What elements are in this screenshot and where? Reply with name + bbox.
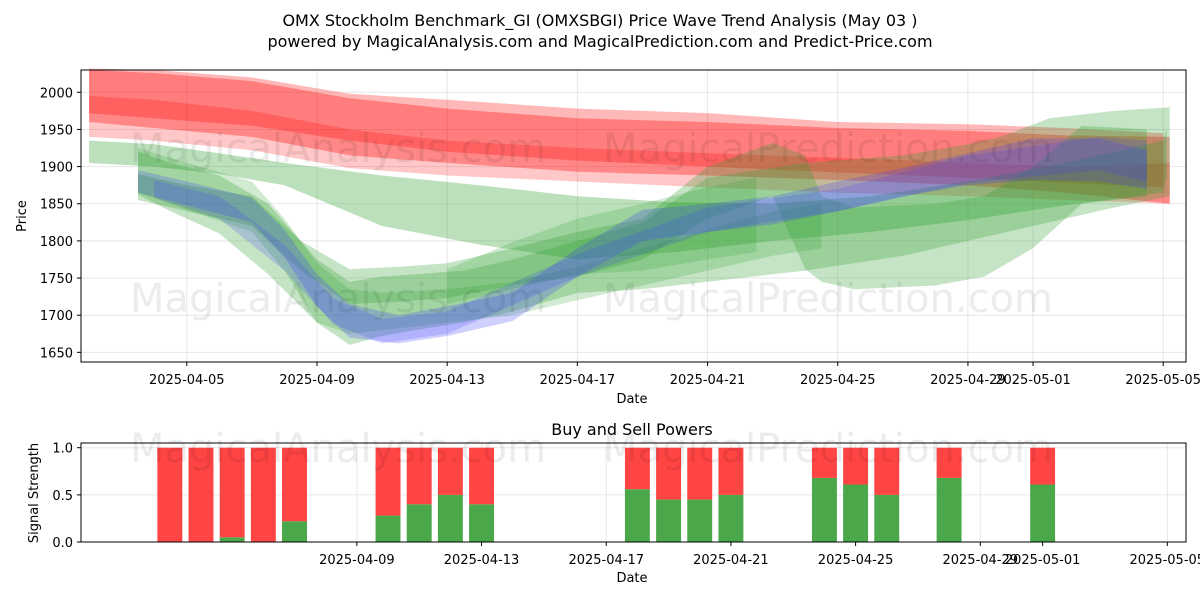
price-plot-area (81, 70, 1186, 362)
sell-power-bar (219, 447, 245, 538)
sell-power-bar (469, 447, 495, 505)
red-wave-band-0 (89, 68, 1164, 188)
powers-x-tick-label: 2025-05-01 (1005, 553, 1081, 568)
buy-power-bar (282, 521, 307, 542)
buy-sell-power-chart: Buy and Sell Powers MagicalAnalysis.com … (27, 420, 1200, 586)
price-y-tick-label: 1650 (40, 346, 73, 361)
price-y-tick-label: 1950 (40, 123, 73, 138)
sell-power-bar (718, 447, 744, 495)
powers-plot-frame (80, 442, 1187, 543)
buy-power-bar (375, 515, 401, 542)
watermark-right-bottom: MagicalPrediction.com (603, 276, 1053, 322)
powers-y-tick-label: 0.5 (52, 489, 73, 504)
green-wave-band-3 (89, 129, 1167, 260)
price-plot-frame (80, 69, 1187, 363)
buy-power-bar (718, 494, 744, 542)
price-y-tick-label: 2000 (40, 86, 73, 101)
price-x-tick-label: 2025-04-13 (409, 373, 485, 388)
watermark-right-powers: MagicalPrediction.com (603, 426, 1053, 472)
buy-power-bar (469, 504, 495, 542)
price-x-tick-label: 2025-04-05 (149, 373, 225, 388)
buy-power-bar (687, 499, 713, 542)
powers-x-axis: 2025-04-09 2025-04-13 2025-04-17 2025-04-21… (319, 542, 1200, 568)
powers-x-tick-label: 2025-04-29 (942, 553, 1018, 568)
sell-power-bar (375, 447, 401, 516)
price-x-tick-label: 2025-04-21 (670, 373, 746, 388)
buy-power-bar (406, 504, 432, 542)
green-wave-band-7 (447, 177, 757, 304)
price-x-tick-label: 2025-05-05 (1125, 373, 1200, 388)
watermark-right-top: MagicalPrediction.com (603, 126, 1053, 172)
price-x-tick-label: 2025-04-09 (279, 373, 355, 388)
green-wave-band-6 (138, 148, 822, 334)
powers-x-tick-label: 2025-05-05 (1130, 553, 1200, 568)
powers-title: Buy and Sell Powers (551, 420, 713, 439)
price-x-axis: 2025-04-05 2025-04-09 2025-04-13 2025-04-17… (149, 362, 1200, 388)
buy-power-bar (437, 494, 463, 542)
price-x-tick-label: 2025-04-29 (930, 373, 1006, 388)
price-grid (81, 70, 1186, 362)
sell-power-bar (656, 447, 682, 500)
powers-x-tick-label: 2025-04-09 (319, 553, 395, 568)
powers-y-label: Signal Strength (27, 443, 42, 543)
powers-x-tick-label: 2025-04-13 (444, 553, 520, 568)
powers-bars (157, 447, 1056, 542)
buy-power-bar (656, 499, 682, 542)
buy-power-bar (811, 477, 837, 542)
price-y-label: Price (15, 200, 30, 232)
sell-power-bar (811, 447, 837, 478)
blue-wave-band-9 (154, 136, 1147, 344)
watermark-left-powers: MagicalAnalysis.com (130, 426, 546, 472)
red-wave-band-2 (89, 96, 1170, 204)
blue-wave-band-8 (138, 138, 1147, 344)
powers-y-tick-label: 0.0 (52, 536, 73, 551)
sell-power-bar (282, 447, 307, 522)
watermark-left-top: MagicalAnalysis.com (130, 126, 546, 172)
watermark-left-bottom: MagicalAnalysis.com (130, 276, 546, 322)
sell-power-bar (250, 447, 276, 542)
powers-y-axis: 0.0 0.5 1.0 (52, 442, 81, 551)
buy-power-bar (624, 489, 650, 542)
buy-power-bar (936, 477, 962, 542)
sell-power-bar (437, 447, 463, 495)
chart-subtitle: powered by MagicalAnalysis.com and Magic… (267, 32, 932, 51)
price-y-tick-label: 1800 (40, 235, 73, 250)
powers-y-tick-label: 1.0 (52, 442, 73, 457)
price-y-tick-label: 1750 (40, 272, 73, 287)
buy-power-bar (874, 494, 900, 542)
price-wave-chart: MagicalAnalysis.com MagicalPrediction.co… (15, 68, 1200, 407)
green-wave-band-4 (138, 107, 1170, 345)
sell-power-bar (157, 447, 183, 542)
red-wave-band-1 (89, 70, 1170, 204)
price-y-tick-label: 1900 (40, 161, 73, 176)
price-x-tick-label: 2025-05-01 (995, 373, 1071, 388)
sell-power-bar (1030, 447, 1056, 485)
sell-power-bar (874, 447, 900, 495)
sell-power-bar (936, 447, 962, 478)
buy-power-bar (219, 537, 245, 542)
price-x-label: Date (616, 392, 647, 407)
buy-power-bar (843, 484, 869, 542)
powers-x-tick-label: 2025-04-25 (818, 553, 894, 568)
chart-title: OMX Stockholm Benchmark_GI (OMXSBGI) Pri… (282, 11, 917, 31)
powers-x-label: Date (616, 571, 647, 586)
sell-power-bar (624, 447, 650, 490)
price-x-tick-label: 2025-04-17 (540, 373, 616, 388)
price-x-tick-label: 2025-04-25 (800, 373, 876, 388)
price-wave-bands (89, 68, 1170, 345)
powers-x-tick-label: 2025-04-21 (693, 553, 769, 568)
sell-power-bar (188, 447, 214, 542)
buy-power-bar (1030, 484, 1056, 542)
powers-x-tick-label: 2025-04-17 (568, 553, 644, 568)
sell-power-bar (843, 447, 869, 485)
green-wave-band-5 (138, 125, 1147, 304)
price-y-tick-label: 1700 (40, 309, 73, 324)
price-y-tick-label: 1850 (40, 198, 73, 213)
sell-power-bar (406, 447, 432, 505)
sell-power-bar (687, 447, 713, 500)
price-y-axis: 1650 1700 1750 1800 1850 1900 1950 2000 (40, 86, 81, 361)
